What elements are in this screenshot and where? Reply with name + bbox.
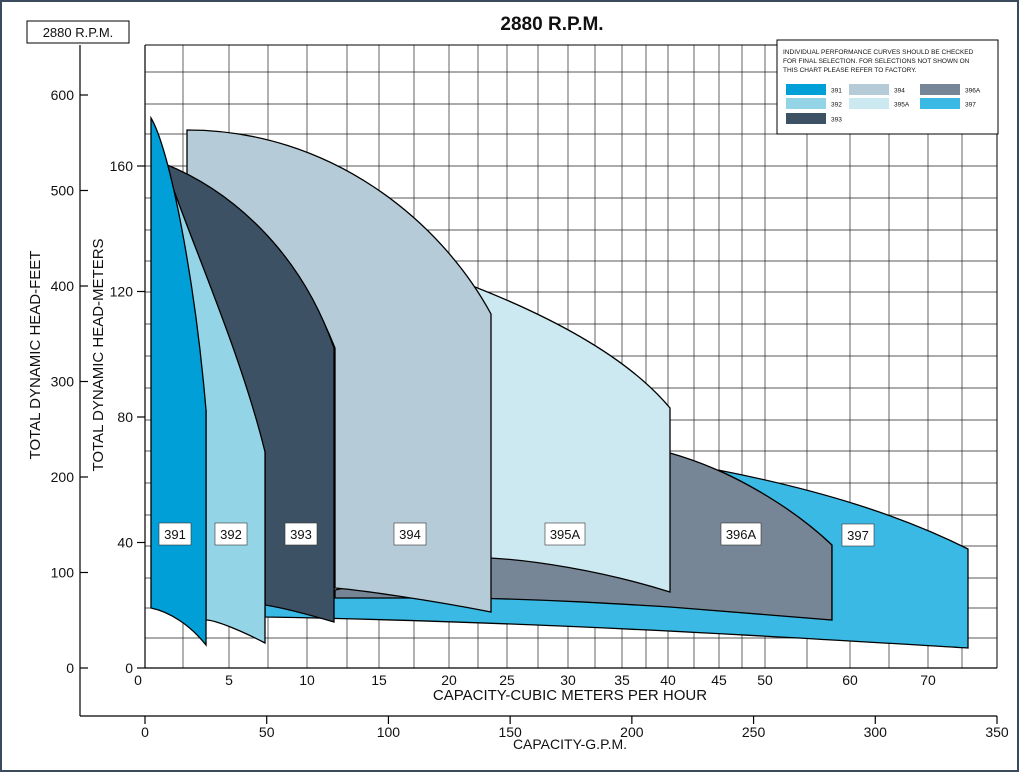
legend-item-393: 393 — [786, 113, 842, 124]
curve-label-395A: 395A — [544, 522, 586, 546]
legend-swatch — [920, 98, 960, 109]
curve-label-text: 397 — [847, 528, 869, 543]
curve-label-box — [720, 522, 762, 546]
y-meters-tick-label: 80 — [117, 409, 133, 425]
y-feet-tick-label: 600 — [51, 87, 75, 103]
x-m3h-tick-label: 60 — [842, 672, 858, 688]
x-gpm-tick-label: 200 — [620, 724, 644, 740]
axes — [79, 45, 997, 717]
region-391 — [150, 115, 207, 647]
y-meters-axis-title: TOTAL DYNAMIC HEAD-METERS — [90, 238, 107, 471]
legend-swatch — [786, 84, 826, 95]
rpm-box — [26, 20, 130, 44]
x-m3h-tick-label: 20 — [441, 672, 457, 688]
legend-item-397: 397 — [920, 98, 976, 109]
curve-label-394: 394 — [393, 522, 427, 546]
x-m3h-tick-label: 15 — [371, 672, 387, 688]
x-gpm-tick-label: 250 — [742, 724, 766, 740]
curve-label-text: 395A — [550, 527, 581, 542]
x-m3h-tick-label: 5 — [225, 672, 233, 688]
curve-label-392: 392 — [214, 522, 248, 546]
x-gpm-axis-title: CAPACITY-G.P.M. — [513, 736, 627, 752]
curve-label-text: 393 — [290, 527, 312, 542]
curve-label-box — [214, 522, 248, 546]
curve-label-391: 391 — [158, 522, 192, 546]
legend-swatch — [786, 113, 826, 124]
x-m3h-tick-label: 45 — [711, 672, 727, 688]
x-gpm-tick-label: 50 — [259, 724, 275, 740]
curve-label-text: 394 — [399, 527, 421, 542]
y-feet-tick-label: 400 — [51, 278, 75, 294]
legend-note-line-3: THIS CHART PLEASE REFER TO FACTORY. — [783, 67, 917, 74]
x-m3h-axis-title: CAPACITY-CUBIC METERS PER HOUR — [433, 687, 707, 704]
legend-note-line-1: INDIVIDUAL PERFORMANCE CURVES SHOULD BE … — [783, 49, 974, 56]
curve-label-393: 393 — [284, 522, 318, 546]
legend-label: 397 — [965, 102, 976, 109]
y-feet-tick-label: 500 — [51, 183, 75, 199]
x-gpm-tick-label: 300 — [864, 724, 888, 740]
curve-label-396A: 396A — [720, 522, 762, 546]
chart-title: 2880 R.P.M. — [500, 14, 603, 35]
y-meters-tick-label: 40 — [117, 535, 133, 551]
x-m3h-tick-label: 0 — [134, 672, 142, 688]
legend-note-line-2: FOR FINAL SELECTION. FOR SELECTIONS NOT … — [783, 58, 970, 65]
y-feet-tick-label: 100 — [51, 565, 75, 581]
legend-label: 395A — [894, 102, 910, 109]
legend-label: 391 — [831, 88, 842, 95]
legend-swatch — [849, 98, 889, 109]
curve-labels: 391 392 393 394 395A 396A 397 — [158, 522, 875, 547]
legend-swatch — [920, 84, 960, 95]
x-gpm-tick-label: 100 — [377, 724, 401, 740]
region-397 — [264, 469, 969, 649]
x-gpm-tick-label: 150 — [498, 724, 522, 740]
y-meters-tick-label: 160 — [110, 158, 134, 174]
y-feet-tick-label: 300 — [51, 374, 75, 390]
curve-label-text: 392 — [220, 527, 242, 542]
x-gpm-tick-label: 350 — [985, 724, 1009, 740]
curve-label-box — [544, 522, 586, 546]
legend-item-392: 392 — [786, 98, 842, 109]
curve-label-box — [841, 523, 875, 547]
legend-item-396A: 396A — [920, 84, 981, 95]
legend-swatch — [786, 98, 826, 109]
x-m3h-tick-label: 10 — [299, 672, 315, 688]
x-m3h-tick-label: 50 — [757, 672, 773, 688]
x-m3h-tick-label: 35 — [614, 672, 630, 688]
legend-item-394: 394 — [849, 84, 905, 95]
curve-label-text: 396A — [726, 527, 757, 542]
legend-label: 394 — [894, 88, 905, 95]
legend-item-395A: 395A — [849, 98, 910, 109]
legend-label: 393 — [831, 117, 842, 124]
x-m3h-tick-label: 30 — [560, 672, 576, 688]
legend-label: 396A — [965, 88, 981, 95]
legend-label: 392 — [831, 102, 842, 109]
x-m3h-tick-label: 70 — [920, 672, 936, 688]
x-gpm-tick-label: 0 — [141, 724, 149, 740]
curve-label-397: 397 — [841, 523, 875, 547]
legend: INDIVIDUAL PERFORMANCE CURVES SHOULD BE … — [776, 39, 999, 135]
y-meters-tick-label: 0 — [125, 660, 133, 676]
legend-item-391: 391 — [786, 84, 842, 95]
x-m3h-tick-label: 40 — [660, 672, 676, 688]
x-m3h-tick-label: 25 — [499, 672, 515, 688]
curve-label-box — [393, 522, 427, 546]
legend-swatch — [849, 84, 889, 95]
curve-label-box — [284, 522, 318, 546]
curve-label-box — [158, 522, 192, 546]
rpm-box-label: 2880 R.P.M. — [43, 25, 114, 40]
curve-label-text: 391 — [164, 527, 186, 542]
y-meters-tick-label: 120 — [110, 284, 134, 300]
region-395A — [469, 284, 671, 593]
y-feet-tick-label: 200 — [51, 469, 75, 485]
y-feet-tick-label: 0 — [66, 660, 74, 676]
y-feet-axis-title: TOTAL DYNAMIC HEAD-FEET — [27, 251, 44, 460]
